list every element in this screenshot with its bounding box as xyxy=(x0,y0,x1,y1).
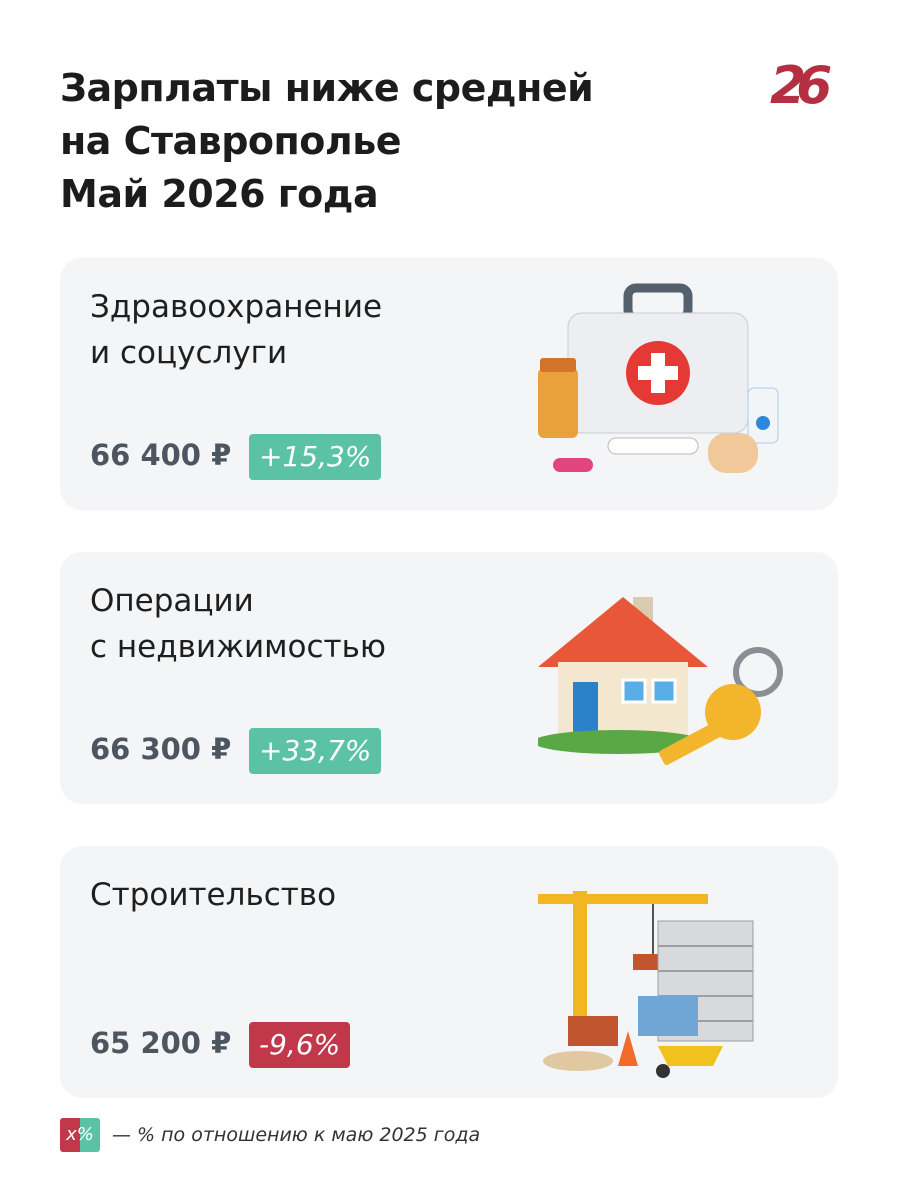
title-line: Зарплаты ниже средней xyxy=(60,66,594,110)
card: Строительство 65 200 ₽ -9,6% xyxy=(60,846,838,1098)
legend-badge: x% xyxy=(60,1118,100,1152)
card-title-line: Операции xyxy=(90,583,254,619)
change-badge: +33,7% xyxy=(249,728,382,774)
salary: 66 400 ₽ xyxy=(90,438,232,472)
card-title: Здравоохранение и соцуслуги xyxy=(90,284,382,376)
salary: 65 200 ₽ xyxy=(90,1026,232,1060)
card-title-line: с недвижимостью xyxy=(90,629,386,665)
house-illustration xyxy=(538,597,783,765)
card-title: Операции с недвижимостью xyxy=(90,578,386,670)
title-line: на Ставрополье xyxy=(60,119,402,163)
logo: 26 xyxy=(770,56,832,116)
card-title-line: и соцуслуги xyxy=(90,335,288,371)
change-badge: +15,3% xyxy=(249,434,382,480)
title-line: Май 2026 года xyxy=(60,172,379,216)
card-title: Строительство xyxy=(90,872,336,918)
salary: 66 300 ₽ xyxy=(90,732,232,766)
change-badge: -9,6% xyxy=(249,1022,351,1068)
card: Здравоохранение и соцуслуги 66 400 ₽ +15… xyxy=(60,258,838,510)
card-title-line: Здравоохранение xyxy=(90,289,383,325)
card-title-line: Строительство xyxy=(90,877,337,913)
first-aid-illustration xyxy=(538,283,779,473)
title: Зарплаты ниже средней на Ставрополье Май… xyxy=(60,62,594,221)
legend: x% — % по отношению к маю 2025 года xyxy=(60,1118,480,1152)
card: Операции с недвижимостью 66 300 ₽ +33,7% xyxy=(60,552,838,804)
legend-text: — % по отношению к маю 2025 года xyxy=(112,1124,481,1146)
construction-illustration xyxy=(538,891,754,1078)
